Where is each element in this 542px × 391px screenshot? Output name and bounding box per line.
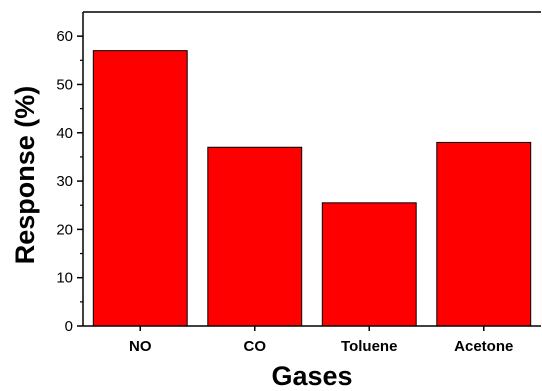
y-tick-label: 20 xyxy=(56,221,73,238)
y-tick-label: 60 xyxy=(56,28,73,45)
y-tick-label: 30 xyxy=(56,173,73,190)
y-tick-label: 50 xyxy=(56,76,73,93)
bar-acetone xyxy=(436,141,532,327)
y-axis-title: Response (%) xyxy=(10,86,40,265)
x-axis-title: Gases xyxy=(271,361,352,391)
x-tick-label-toluene: Toluene xyxy=(341,338,397,355)
bar-toluene xyxy=(321,202,417,327)
y-tick-label: 40 xyxy=(56,125,73,142)
x-tick-labels-group: NO CO Toluene Acetone xyxy=(129,326,513,355)
y-tick-label: 10 xyxy=(56,270,73,287)
bars-group xyxy=(92,50,532,327)
plot-area: 0 10 20 30 40 50 60 NO CO Toluene Acetone xyxy=(56,11,541,355)
x-tick-label-no: NO xyxy=(129,338,152,355)
y-ticks-group: 0 10 20 30 40 50 60 xyxy=(56,28,83,335)
bar-co xyxy=(207,146,303,327)
x-tick-label-co: CO xyxy=(244,338,267,355)
bar-no xyxy=(92,50,188,327)
y-tick-label: 0 xyxy=(65,318,73,335)
x-tick-label-acetone: Acetone xyxy=(454,338,513,355)
